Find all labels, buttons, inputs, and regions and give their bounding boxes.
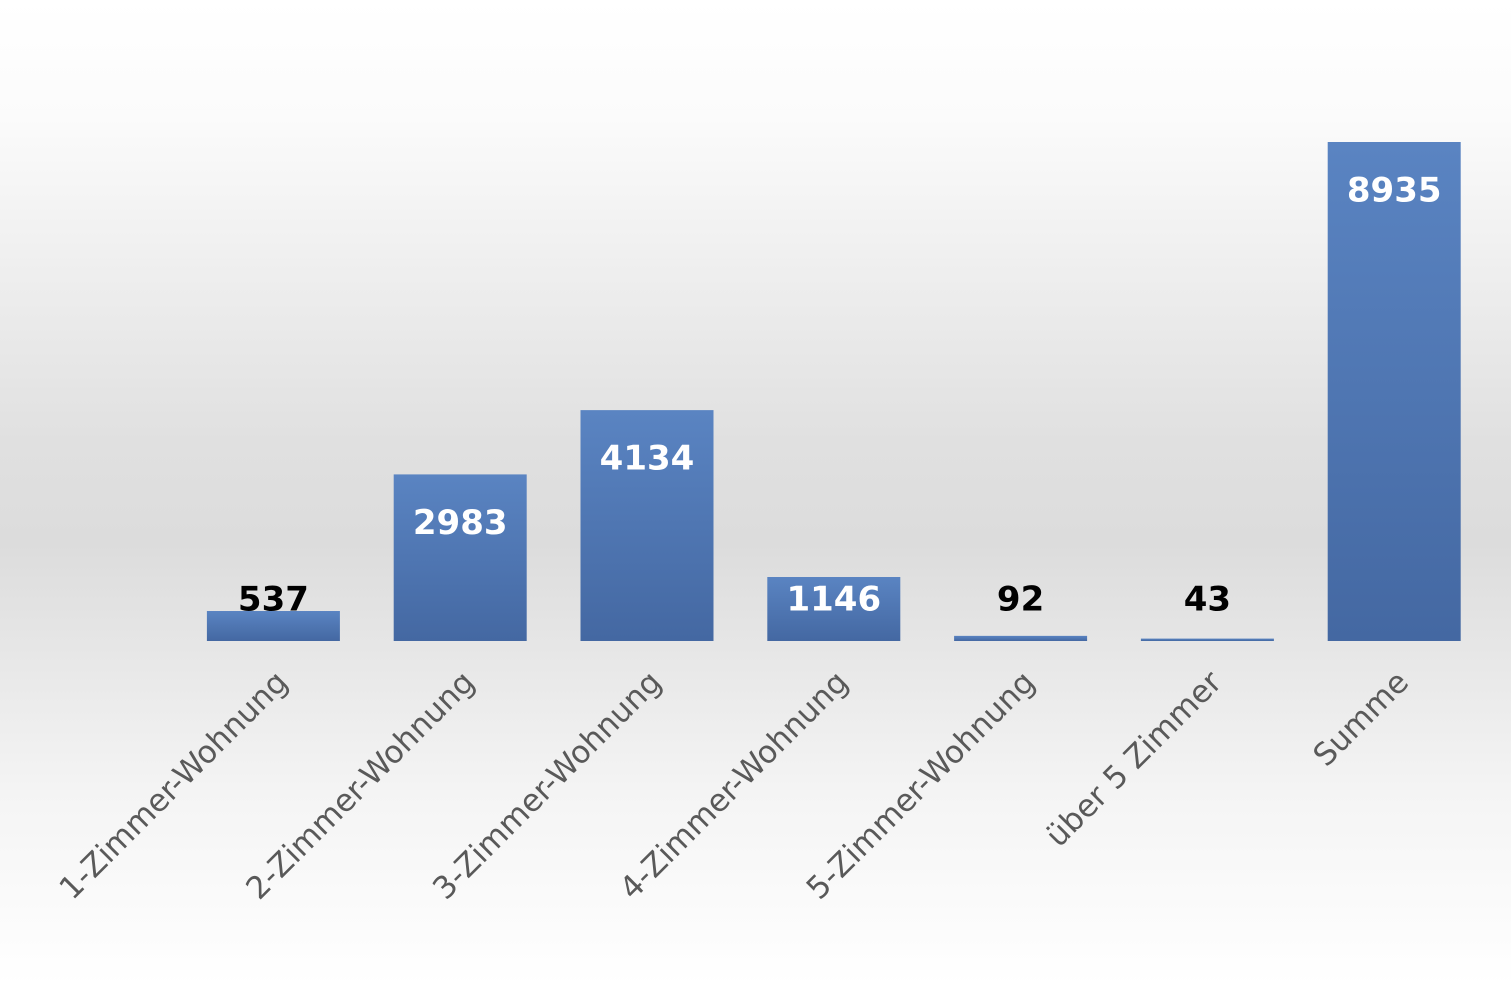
value-label: 43 xyxy=(1184,580,1231,620)
bar xyxy=(954,635,1088,641)
bar xyxy=(393,474,527,641)
value-label: 8935 xyxy=(1347,171,1442,211)
bar xyxy=(1140,638,1274,641)
value-label: 4134 xyxy=(600,439,695,479)
value-label: 2983 xyxy=(413,503,508,543)
bar xyxy=(580,410,714,641)
bar xyxy=(1327,142,1461,641)
value-label: 92 xyxy=(997,580,1044,620)
value-label: 1146 xyxy=(786,580,881,620)
bar xyxy=(767,576,901,641)
value-label: 537 xyxy=(238,580,309,620)
bar xyxy=(206,611,340,641)
